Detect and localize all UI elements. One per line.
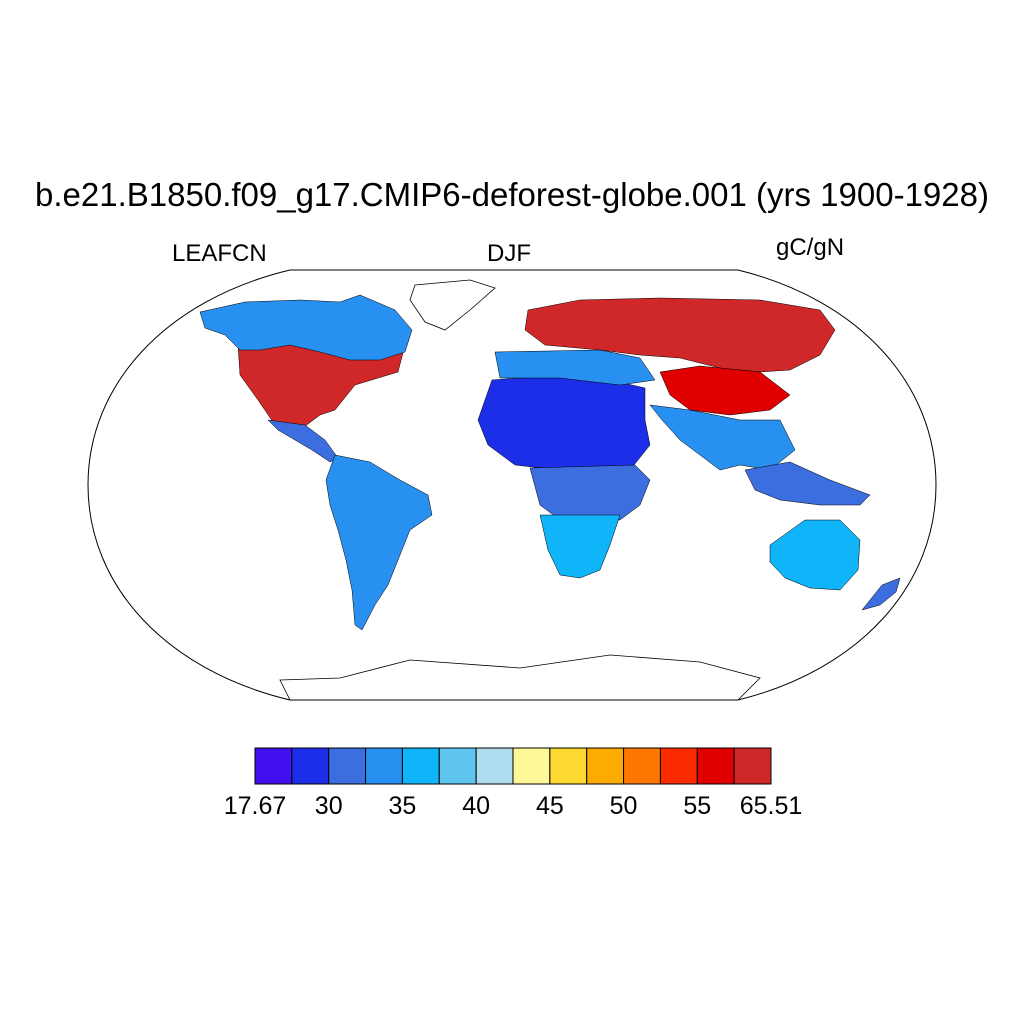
- colorbar-tick-label: 40: [462, 792, 491, 820]
- region-southern-africa: [539, 514, 621, 579]
- colorbar-tick-label: 30: [314, 792, 343, 820]
- variable-label: LEAFCN: [172, 240, 267, 267]
- region-europe: [494, 349, 656, 386]
- colorbar-swatch: [475, 747, 514, 785]
- region-south-asia: [649, 404, 796, 471]
- region-south-america: [325, 454, 433, 631]
- region-siberia: [524, 297, 836, 373]
- map-title: b.e21.B1850.f09_g17.CMIP6-deforest-globe…: [35, 176, 989, 213]
- colorbar-swatch: [696, 747, 735, 785]
- colorbar-swatch: [438, 747, 477, 785]
- region-central-africa: [529, 464, 651, 521]
- colorbar-swatch: [659, 747, 698, 785]
- colorbar-swatch: [586, 747, 625, 785]
- colorbar-swatch: [365, 747, 403, 785]
- region-north-america-boreal: [199, 294, 413, 361]
- colorbar-tick-label: 55: [683, 792, 712, 820]
- antarctica-outline: [279, 654, 761, 700]
- region-north-america-temperate: [237, 344, 406, 431]
- region-central-asia: [659, 365, 791, 416]
- colorbar-swatch: [623, 747, 661, 785]
- colorbar-swatch: [512, 747, 551, 785]
- units-label: gC/gN: [776, 234, 845, 261]
- season-label: DJF: [487, 240, 531, 267]
- colorbar-swatch: [254, 747, 293, 785]
- colorbar-swatch: [549, 747, 588, 785]
- colorbar-swatch: [291, 747, 330, 785]
- colorbar-swatch: [733, 747, 772, 785]
- colorbar-tick-label: 17.67: [223, 792, 287, 820]
- region-central-america: [267, 419, 339, 463]
- colorbar-tick-label: 50: [609, 792, 638, 820]
- colorbar-tick-label: 35: [388, 792, 417, 820]
- colorbar-tick-label: 65.51: [739, 792, 803, 820]
- colorbar-swatch: [328, 747, 367, 785]
- region-new-zealand: [861, 577, 901, 611]
- colorbar-tick-label: 45: [535, 792, 564, 820]
- colorbar-swatch: [401, 747, 440, 785]
- greenland-outline: [409, 279, 496, 331]
- region-southeast-asia: [744, 461, 871, 506]
- region-australia: [769, 519, 861, 591]
